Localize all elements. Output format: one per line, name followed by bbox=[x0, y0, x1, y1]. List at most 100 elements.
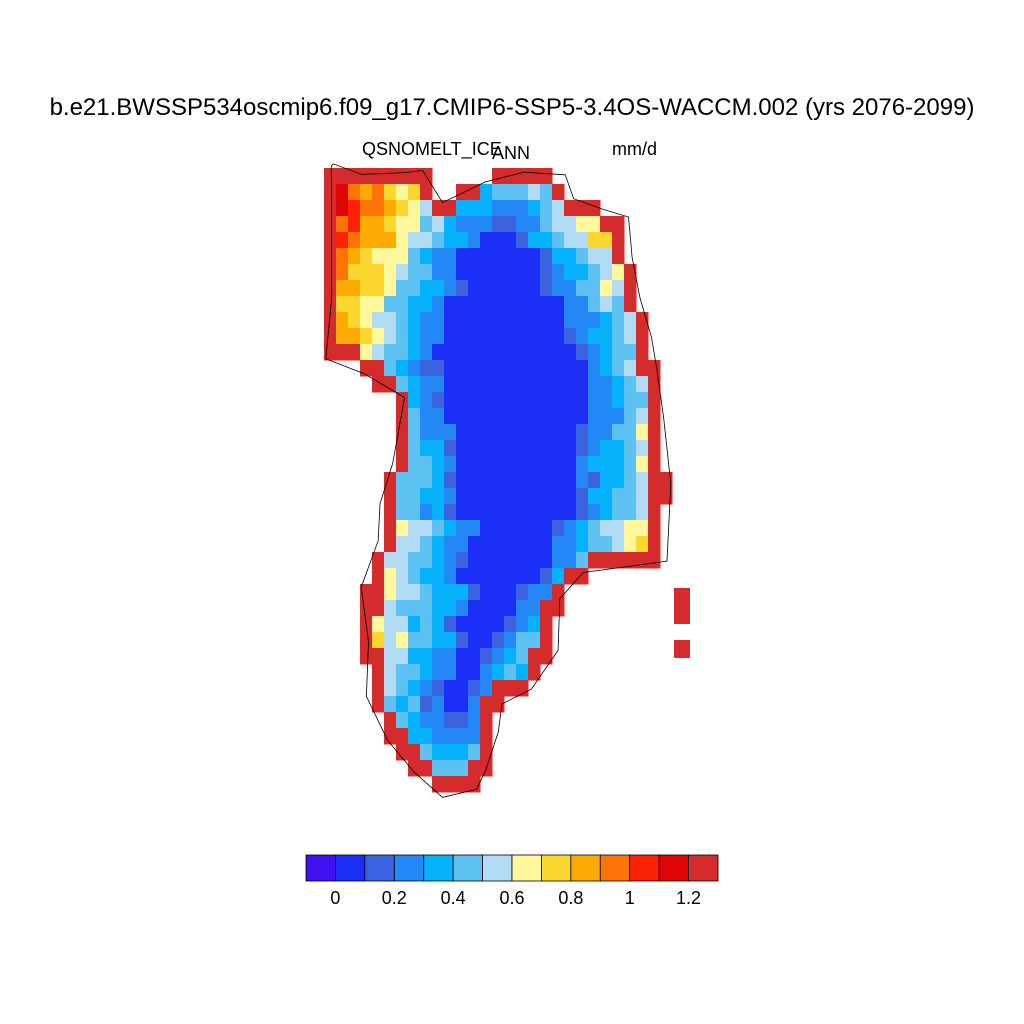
colorbar-tick-label: 0.2 bbox=[381, 888, 407, 908]
map-cell bbox=[588, 232, 601, 249]
map-cell bbox=[564, 360, 577, 377]
map-cell bbox=[432, 392, 445, 409]
map-cell bbox=[420, 408, 433, 425]
map-cell bbox=[408, 232, 421, 249]
map-cell bbox=[420, 424, 433, 441]
map-cell bbox=[336, 200, 349, 217]
map-cell bbox=[576, 440, 589, 457]
map-cell bbox=[384, 616, 397, 633]
map-cell bbox=[420, 584, 433, 601]
map-cell bbox=[480, 200, 493, 217]
map-cell bbox=[444, 440, 457, 457]
map-cell bbox=[540, 392, 553, 409]
map-cell bbox=[408, 552, 421, 569]
map-cell bbox=[432, 536, 445, 553]
map-cell bbox=[396, 744, 409, 761]
map-cell bbox=[408, 296, 421, 313]
map-cell bbox=[456, 728, 469, 745]
map-cell bbox=[468, 600, 481, 617]
map-cell bbox=[348, 184, 361, 201]
map-cell bbox=[444, 760, 457, 777]
map-cell bbox=[552, 424, 565, 441]
map-cell bbox=[348, 216, 361, 233]
map-cell bbox=[372, 264, 385, 281]
map-cell bbox=[396, 680, 409, 697]
map-cell bbox=[408, 648, 421, 665]
map-cell bbox=[492, 552, 505, 569]
map-cell bbox=[624, 280, 637, 297]
map-cell bbox=[396, 600, 409, 617]
map-cell bbox=[576, 232, 589, 249]
map-cell bbox=[564, 312, 577, 329]
map-cell bbox=[432, 520, 445, 537]
map-cell bbox=[432, 280, 445, 297]
map-cell bbox=[372, 552, 385, 569]
map-cell bbox=[480, 440, 493, 457]
map-cell bbox=[348, 232, 361, 249]
map-cell bbox=[408, 536, 421, 553]
map-cell bbox=[552, 552, 565, 569]
map-cell bbox=[624, 392, 637, 409]
map-cell bbox=[372, 248, 385, 265]
map-cell bbox=[552, 440, 565, 457]
map-cell bbox=[600, 376, 613, 393]
map-cell bbox=[456, 648, 469, 665]
map-cell bbox=[468, 472, 481, 489]
map-cell bbox=[588, 456, 601, 473]
map-cell bbox=[636, 536, 649, 553]
map-cell bbox=[372, 296, 385, 313]
map-cell bbox=[396, 408, 409, 425]
map-cell bbox=[336, 296, 349, 313]
map-cell bbox=[612, 440, 625, 457]
map-cell bbox=[420, 552, 433, 569]
map-cell bbox=[492, 664, 505, 681]
map-cell bbox=[420, 360, 433, 377]
map-cell bbox=[324, 184, 337, 201]
map-cell bbox=[432, 696, 445, 713]
map-cell bbox=[492, 376, 505, 393]
variable-name: QSNOMELT_ICE bbox=[362, 139, 502, 159]
map-cell bbox=[408, 696, 421, 713]
map-cell bbox=[456, 296, 469, 313]
map-cell bbox=[372, 680, 385, 697]
map-cell bbox=[492, 184, 505, 201]
map-cell bbox=[360, 200, 373, 217]
map-cell bbox=[636, 360, 649, 377]
map-cell bbox=[516, 280, 529, 297]
map-cell bbox=[444, 680, 457, 697]
map-cell bbox=[624, 264, 637, 281]
map-cell bbox=[432, 328, 445, 345]
map-cell bbox=[432, 680, 445, 697]
map-cell bbox=[384, 280, 397, 297]
map-cell bbox=[564, 568, 577, 585]
map-cell bbox=[600, 264, 613, 281]
map-cell bbox=[576, 248, 589, 265]
map-cell bbox=[420, 616, 433, 633]
map-cell bbox=[360, 648, 373, 665]
map-cell bbox=[552, 536, 565, 553]
map-cell bbox=[468, 424, 481, 441]
map-cell bbox=[420, 536, 433, 553]
map-cell bbox=[600, 344, 613, 361]
map-cell bbox=[612, 536, 625, 553]
map-cell bbox=[612, 504, 625, 521]
map-cell bbox=[456, 472, 469, 489]
map-cell bbox=[456, 376, 469, 393]
map-cell bbox=[540, 376, 553, 393]
map-cell bbox=[336, 232, 349, 249]
map-cell bbox=[360, 632, 373, 649]
map-cell bbox=[564, 216, 577, 233]
map-cell bbox=[528, 664, 541, 681]
map-cell bbox=[408, 472, 421, 489]
map-cell bbox=[396, 696, 409, 713]
map-cell bbox=[552, 568, 565, 585]
map-cell bbox=[468, 632, 481, 649]
map-cell bbox=[576, 216, 589, 233]
map-cell bbox=[552, 392, 565, 409]
map-cell bbox=[420, 280, 433, 297]
map-cell bbox=[516, 200, 529, 217]
map-cell bbox=[552, 184, 565, 201]
map-cell bbox=[480, 344, 493, 361]
map-cell bbox=[420, 248, 433, 265]
map-cell bbox=[360, 216, 373, 233]
